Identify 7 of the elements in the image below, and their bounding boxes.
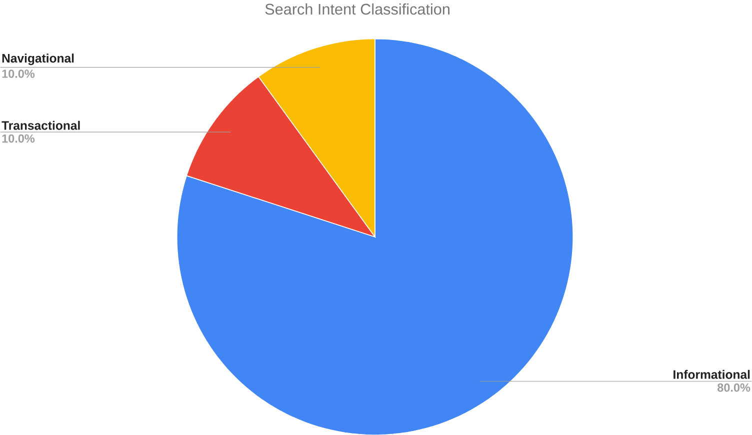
slice-label: Transactional — [2, 120, 80, 130]
data-label: 10.0% — [2, 69, 35, 78]
slice-label: Informational — [674, 370, 750, 379]
data-label: 80.0% — [717, 383, 750, 392]
slice-label: Navigational — [2, 53, 74, 65]
chart-title: Search Intent Classification — [265, 3, 450, 14]
data-label: 10.0% — [2, 134, 35, 142]
